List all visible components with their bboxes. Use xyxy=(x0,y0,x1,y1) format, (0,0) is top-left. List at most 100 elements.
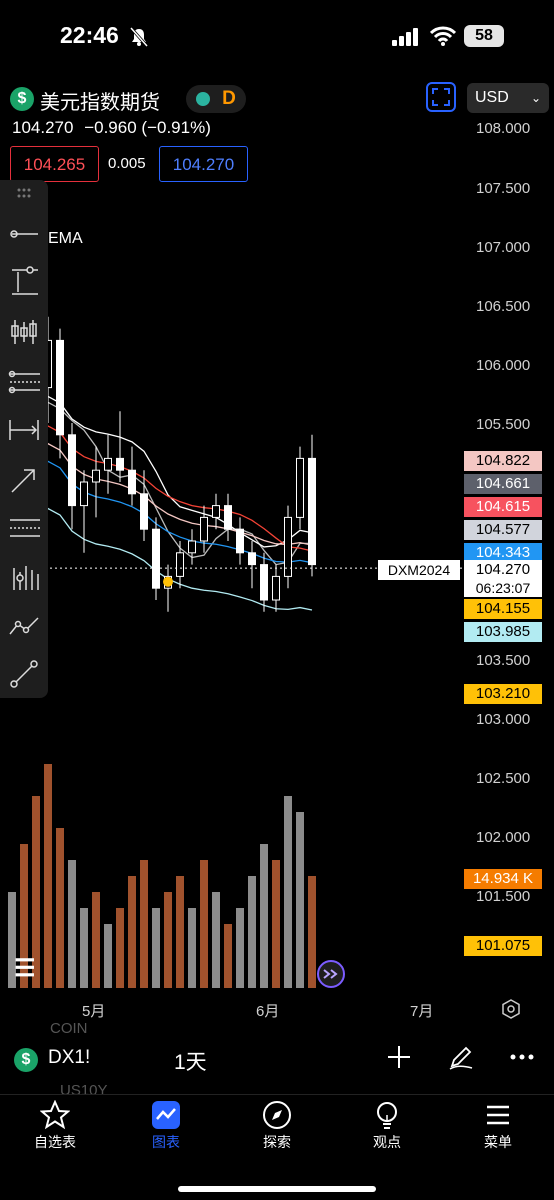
candle-body xyxy=(248,552,256,566)
menu-icon xyxy=(487,1105,509,1125)
price-tick: 107.500 xyxy=(476,180,531,197)
candle-body xyxy=(236,528,244,554)
chevron-down-icon: ⌄ xyxy=(530,91,541,105)
currency-select[interactable]: USD ⌄ xyxy=(467,83,549,113)
dollar-icon: $ xyxy=(14,1048,38,1072)
arrow-tool-icon[interactable] xyxy=(6,462,42,498)
price-tick: 101.500 xyxy=(476,888,531,905)
volume-bar xyxy=(56,828,64,988)
tab-label: 自选表 xyxy=(34,1134,76,1150)
moving-average-line xyxy=(11,425,313,552)
price-tick: 102.500 xyxy=(476,770,531,787)
path-tool-icon[interactable] xyxy=(6,608,42,644)
tradingview-logo-icon: ☰ xyxy=(14,955,36,982)
volume-bar xyxy=(260,844,268,988)
price-tag: 104.343 xyxy=(464,543,542,563)
price-tick: 106.500 xyxy=(476,298,531,315)
candles-tool-icon[interactable] xyxy=(6,314,42,350)
candle-body xyxy=(116,457,124,471)
drawing-pen-icon[interactable] xyxy=(448,1044,474,1070)
symbol-button[interactable]: DX1! xyxy=(48,1047,91,1068)
candle-body xyxy=(56,339,64,436)
candle-body xyxy=(212,505,220,518)
chart-icon xyxy=(152,1101,180,1129)
candle-body xyxy=(152,528,160,589)
price-chart[interactable]: ☰ xyxy=(0,0,554,1000)
price-tick: 103.000 xyxy=(476,711,531,728)
horizontal-ray-tool-icon[interactable] xyxy=(6,264,42,300)
market-open-dot-icon xyxy=(196,92,210,106)
tab-ideas[interactable]: 观点 xyxy=(347,1100,427,1160)
candle-body xyxy=(272,575,280,601)
volume-bar xyxy=(44,764,52,988)
tab-chart[interactable]: 图表 xyxy=(126,1100,206,1160)
tabbar-divider xyxy=(0,1094,554,1095)
price-tick: 107.000 xyxy=(476,239,531,256)
time-tick: 5月 xyxy=(82,1003,106,1020)
chart-settings-icon[interactable] xyxy=(500,998,522,1020)
currency-value: USD xyxy=(475,89,509,106)
candle-body xyxy=(284,516,292,577)
volume-bar xyxy=(200,860,208,988)
time-tick: 7月 xyxy=(410,1003,434,1020)
line-segment-tool-icon[interactable] xyxy=(6,656,42,692)
trend-line-tool-icon[interactable] xyxy=(6,216,42,252)
volume-bar xyxy=(308,876,316,988)
candle-body xyxy=(80,481,88,507)
measure-tool-icon[interactable] xyxy=(6,412,42,448)
scroll-to-realtime-button xyxy=(317,960,345,988)
volume-bar xyxy=(236,908,244,988)
candle-body xyxy=(176,552,184,577)
ghost-symbol: US10Y xyxy=(60,1082,108,1099)
candle-body xyxy=(296,457,304,518)
volume-bar xyxy=(188,908,196,988)
spread-value: 0.005 xyxy=(108,155,146,172)
volume-bar xyxy=(80,908,88,988)
more-icon[interactable] xyxy=(508,1044,536,1070)
drag-handle-icon[interactable] xyxy=(6,184,42,204)
indicator-label[interactable]: EMA xyxy=(48,230,83,247)
candle-body xyxy=(140,493,148,530)
volume-bar xyxy=(20,844,28,988)
wifi-icon xyxy=(430,26,456,46)
volume-bar xyxy=(224,924,232,988)
battery-indicator: 58 xyxy=(464,25,504,47)
price-tag: 103.210 xyxy=(464,684,542,704)
tab-label: 探索 xyxy=(263,1134,291,1150)
volume-bar xyxy=(104,924,112,988)
ghost-symbol: COIN xyxy=(50,1020,88,1037)
bars-pattern-tool-icon[interactable] xyxy=(6,560,42,596)
volume-bar xyxy=(128,876,136,988)
tab-menu[interactable]: 菜单 xyxy=(458,1100,538,1160)
candle-body xyxy=(92,469,100,483)
price-tick: 108.000 xyxy=(476,120,531,137)
delay-badge[interactable]: D xyxy=(222,88,236,109)
add-icon[interactable] xyxy=(386,1044,412,1070)
signal-icon xyxy=(392,28,418,46)
symbol-name[interactable]: 美元指数期货 xyxy=(40,92,160,114)
tab-explore[interactable]: 探索 xyxy=(237,1100,317,1160)
candle-body xyxy=(104,457,112,471)
price-tag: 104.615 xyxy=(464,497,542,517)
price-tick: 103.500 xyxy=(476,652,531,669)
dollar-icon: $ xyxy=(10,87,34,111)
buy-button[interactable]: 104.270 xyxy=(159,146,248,182)
candle-body xyxy=(200,516,208,542)
price-change: −0.960 xyxy=(84,118,137,137)
interval-button[interactable]: 1天 xyxy=(174,1051,207,1074)
price-change-pct: (−0.91%) xyxy=(141,118,211,137)
volume-bar xyxy=(248,876,256,988)
volume-bar xyxy=(8,892,16,988)
fullscreen-button[interactable] xyxy=(426,82,456,112)
volume-bar xyxy=(152,908,160,988)
price-tick: 102.000 xyxy=(476,829,531,846)
fib-tool-icon[interactable] xyxy=(6,364,42,400)
volume-bar xyxy=(212,892,220,988)
parallel-channel-tool-icon[interactable] xyxy=(6,510,42,546)
price-tag: 104.577 xyxy=(464,520,542,540)
tab-watchlist[interactable]: 自选表 xyxy=(15,1100,95,1160)
volume-bar xyxy=(140,860,148,988)
sell-button[interactable]: 104.265 xyxy=(10,146,99,182)
volume-bar xyxy=(284,796,292,988)
tab-label: 图表 xyxy=(152,1134,180,1150)
